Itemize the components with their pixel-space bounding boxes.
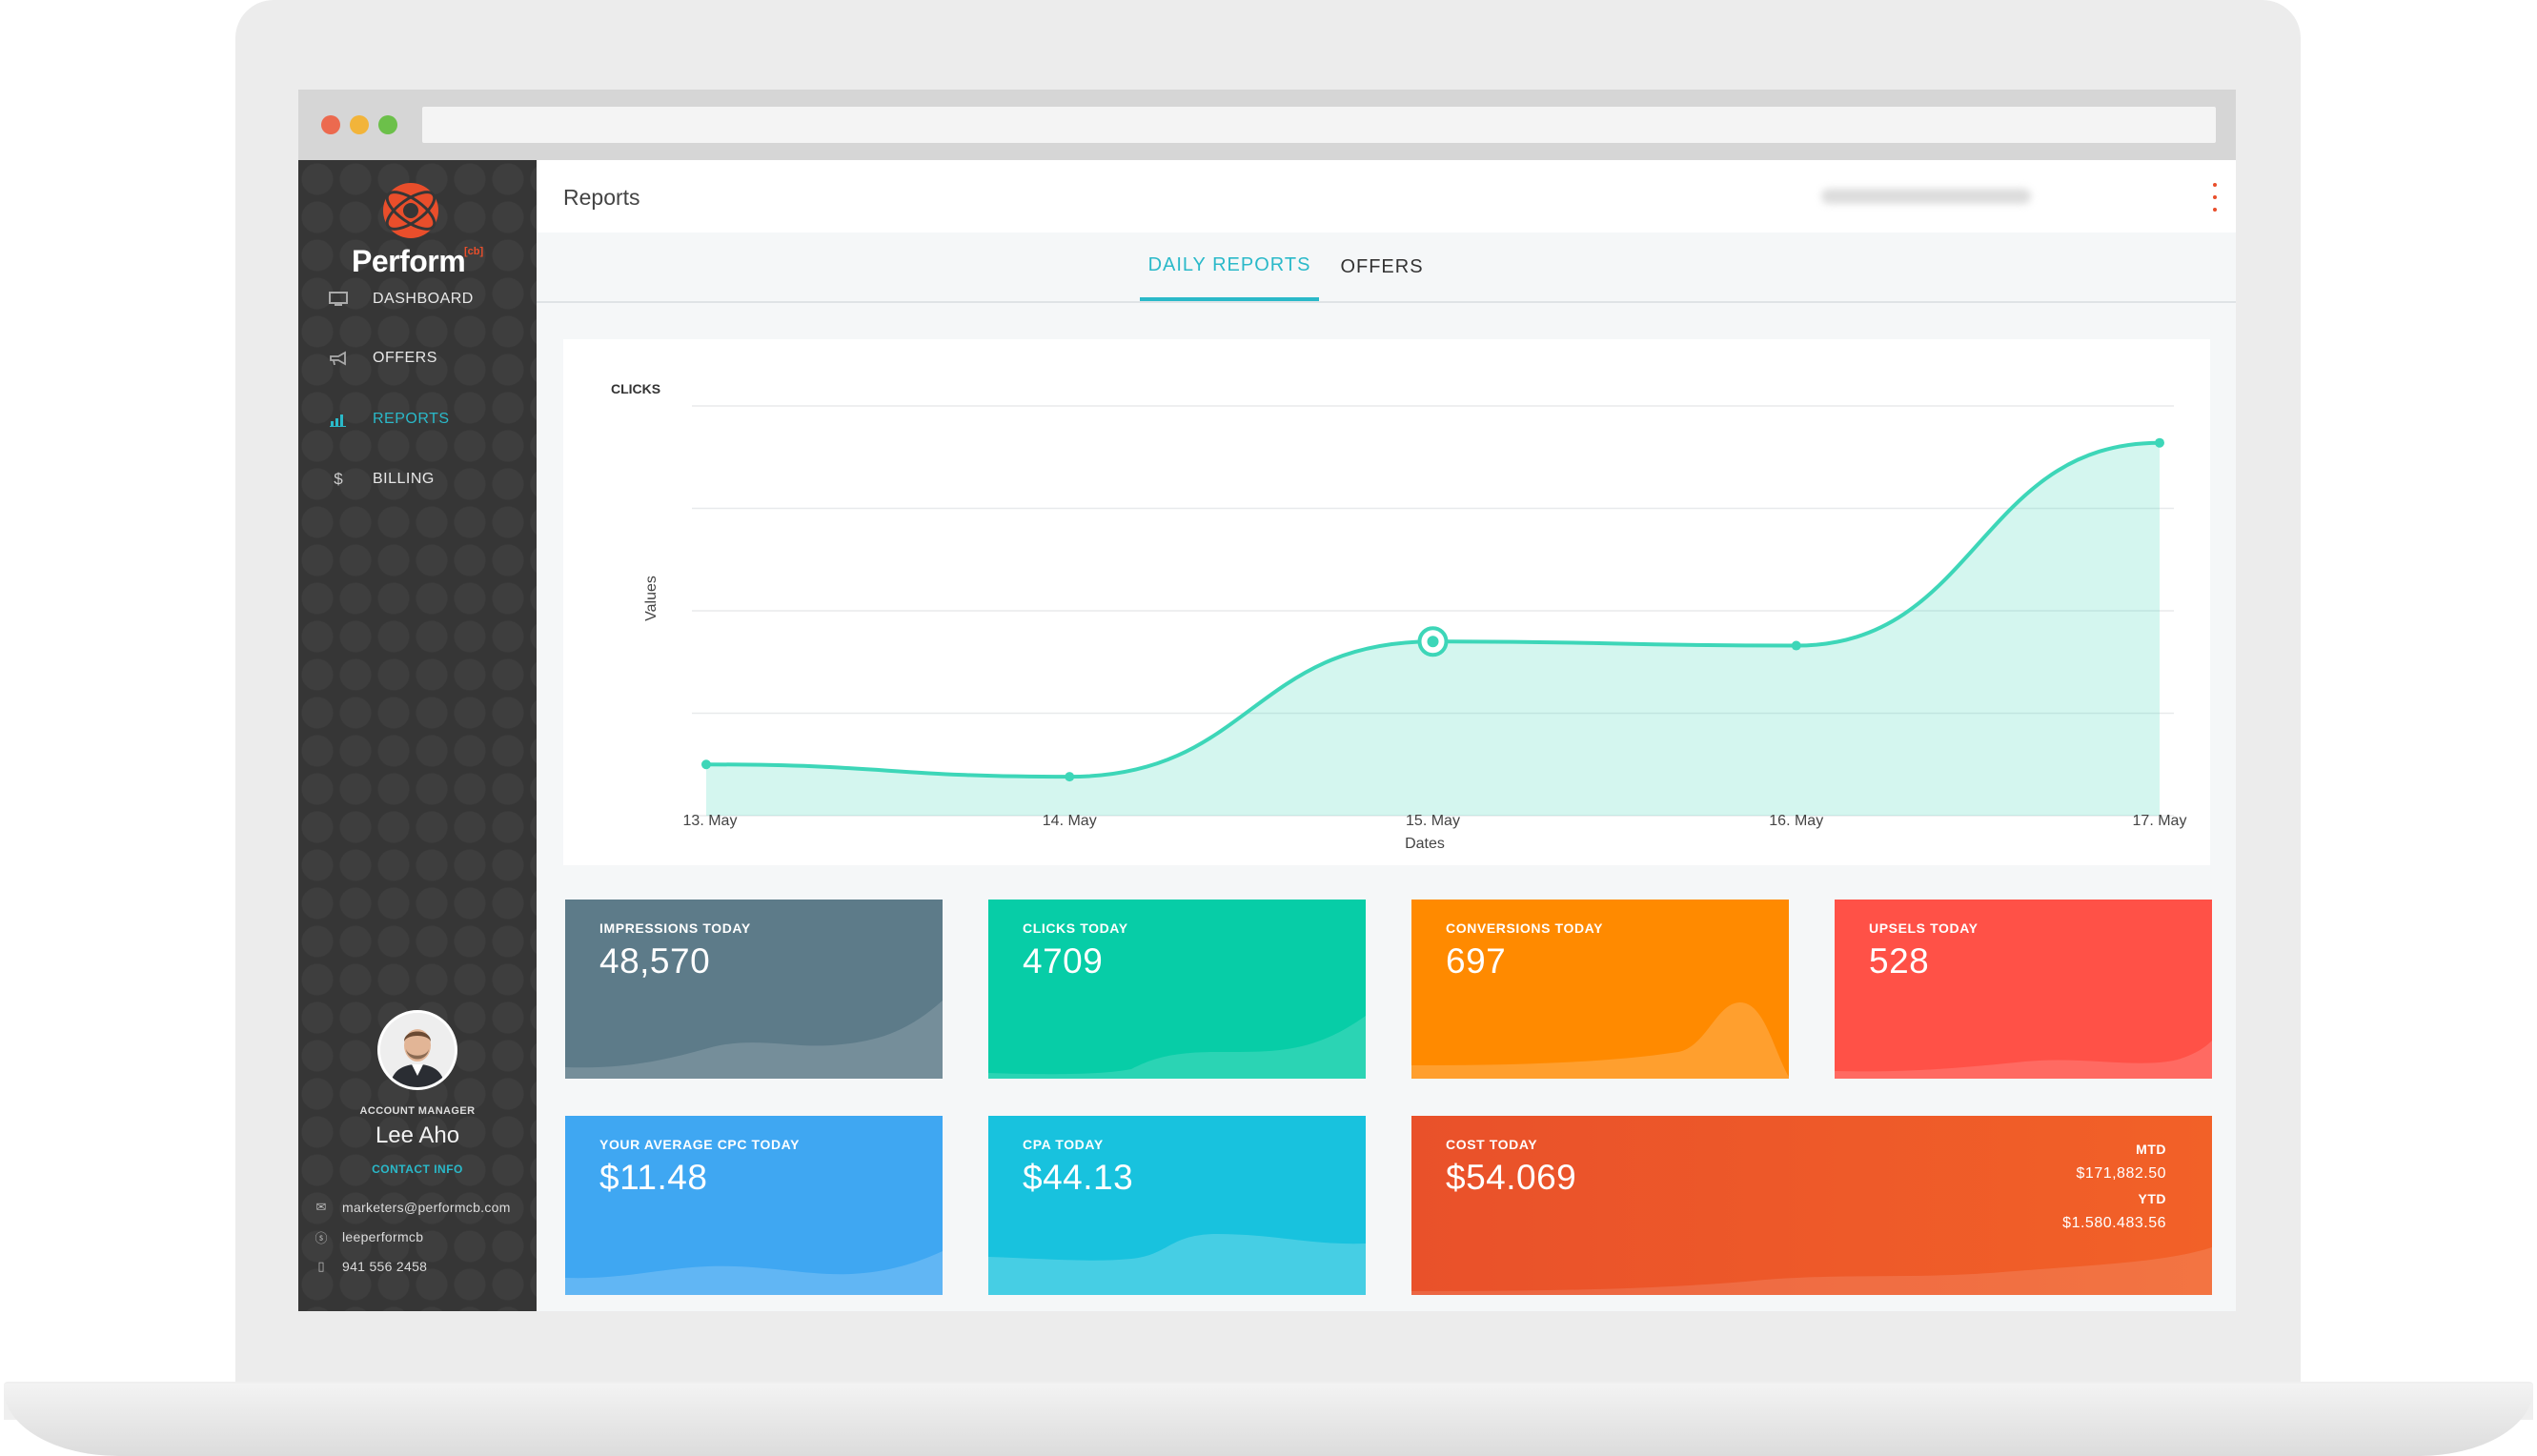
tab-offers[interactable]: OFFERS: [1340, 255, 1424, 277]
cost-period-totals: MTD $171,882.50 YTD $1.580.483.56: [2062, 1137, 2166, 1236]
skype-icon: ⓢ: [315, 1230, 328, 1245]
sidebar-item-billing[interactable]: $ BILLING: [327, 465, 435, 494]
browser-window: Perform [cb] DASHBOARD OFFERS REPORTS $ …: [298, 90, 2236, 1311]
perform-logo-icon[interactable]: [381, 181, 440, 240]
avg-cpc-today-card[interactable]: YOUR AVERAGE CPC TODAY $11.48: [565, 1116, 943, 1295]
conversions-value: 697: [1446, 941, 1507, 981]
sidebar-item-label: BILLING: [373, 471, 435, 487]
upsels-value: 528: [1869, 941, 1930, 981]
conversions-label: CONVERSIONS TODAY: [1446, 920, 1604, 936]
impressions-sparkline: [565, 1001, 943, 1079]
sidebar-item-offers[interactable]: OFFERS: [327, 344, 437, 373]
avg-cpc-sparkline: [565, 1251, 943, 1295]
sidebar-item-reports[interactable]: REPORTS: [327, 405, 450, 434]
contact-email[interactable]: ✉ marketers@performcb.com: [314, 1197, 511, 1218]
monitor-icon: [327, 290, 350, 309]
chart-x-tick-label: 17. May: [2133, 813, 2187, 829]
laptop-base: [4, 1384, 2533, 1456]
mtd-value: $171,882.50: [2076, 1165, 2166, 1182]
bar-chart-icon: [327, 410, 350, 429]
browser-titlebar: [298, 90, 2236, 160]
conversions-today-card[interactable]: CONVERSIONS TODAY 697: [1411, 900, 1789, 1079]
sidebar-item-dashboard[interactable]: DASHBOARD: [327, 285, 474, 313]
maximize-window-button[interactable]: [378, 115, 397, 134]
contact-skype[interactable]: ⓢ leeperformcb: [314, 1226, 423, 1247]
dollar-icon: $: [334, 470, 343, 488]
contact-phone-text: 941 556 2458: [342, 1259, 428, 1274]
clicks-sparkline: [988, 1016, 1366, 1079]
megaphone-icon: [327, 349, 350, 368]
mtd-label: MTD: [2136, 1142, 2166, 1157]
chart-gridlines: [692, 405, 2174, 817]
cost-value: $54.069: [1446, 1158, 1577, 1197]
account-manager-name: Lee Aho: [375, 1122, 460, 1148]
avatar[interactable]: [377, 1010, 457, 1090]
phone-icon: ▯: [317, 1259, 325, 1273]
logo-wordmark: Perform: [352, 244, 466, 278]
impressions-today-card[interactable]: IMPRESSIONS TODAY 48,570: [565, 900, 943, 1079]
avg-cpc-value: $11.48: [599, 1158, 708, 1197]
impressions-value: 48,570: [599, 941, 711, 981]
impressions-label: IMPRESSIONS TODAY: [599, 920, 751, 936]
chart-x-axis-label: Dates: [1405, 836, 1445, 852]
tab-bar: DAILY REPORTS OFFERS: [537, 233, 2236, 303]
sidebar-item-label: OFFERS: [373, 350, 437, 366]
chart-x-tick-label: 16. May: [1769, 813, 1823, 829]
contact-email-text: marketers@performcb.com: [342, 1200, 511, 1215]
cost-today-card[interactable]: COST TODAY $54.069 MTD $171,882.50 YTD $…: [1411, 1116, 2212, 1295]
upsels-sparkline: [1835, 1041, 2212, 1079]
close-window-button[interactable]: [321, 115, 340, 134]
account-manager-label: ACCOUNT MANAGER: [359, 1105, 476, 1117]
sidebar-item-label: REPORTS: [373, 411, 450, 427]
chart-x-tick-label: 13. May: [683, 813, 738, 829]
cost-label: COST TODAY: [1446, 1137, 1538, 1152]
chart-area-fill: [706, 442, 2160, 816]
cpa-today-card[interactable]: CPA TODAY $44.13: [988, 1116, 1366, 1295]
chart-y-axis-label: Values: [643, 576, 660, 621]
clicks-value: 4709: [1023, 941, 1104, 981]
logo-superscript: [cb]: [464, 246, 484, 257]
top-header: Reports: [537, 160, 2236, 233]
upsels-label: UPSELS TODAY: [1869, 920, 1979, 936]
ytd-value: $1.580.483.56: [2062, 1215, 2166, 1231]
chart-x-tick-label: 14. May: [1043, 813, 1097, 829]
clicks-chart[interactable]: 13. May 14. May 15. May 16. May 17. May CLIC…: [563, 339, 2210, 865]
avg-cpc-label: YOUR AVERAGE CPC TODAY: [599, 1137, 801, 1152]
chart-x-tick-label: 15. May: [1406, 813, 1460, 829]
minimize-window-button[interactable]: [350, 115, 369, 134]
sidebar: Perform [cb] DASHBOARD OFFERS REPORTS $ …: [298, 160, 537, 1311]
cpa-sparkline: [988, 1234, 1366, 1295]
chart-title: CLICKS: [611, 381, 660, 396]
sidebar-item-label: DASHBOARD: [373, 291, 474, 307]
cpa-value: $44.13: [1023, 1158, 1134, 1197]
address-bar[interactable]: [422, 107, 2216, 143]
chart-point[interactable]: [1065, 772, 1075, 782]
chart-point[interactable]: [2155, 437, 2164, 448]
clicks-chart-card: 13. May 14. May 15. May 16. May 17. May CLIC…: [563, 339, 2210, 865]
mail-icon: ✉: [315, 1200, 327, 1214]
contact-phone[interactable]: ▯ 941 556 2458: [314, 1256, 427, 1277]
upsels-today-card[interactable]: UPSELS TODAY 528: [1835, 900, 2212, 1079]
cpa-label: CPA TODAY: [1023, 1137, 1104, 1152]
user-info-blurred[interactable]: [1821, 189, 2031, 204]
ytd-label: YTD: [2138, 1191, 2166, 1206]
chart-point[interactable]: [701, 759, 711, 770]
chart-point[interactable]: [1791, 640, 1801, 651]
tab-daily-reports[interactable]: DAILY REPORTS: [1140, 233, 1319, 301]
clicks-today-card[interactable]: CLICKS TODAY 4709: [988, 900, 1366, 1079]
cost-sparkline: [1411, 1247, 2212, 1295]
more-options-icon[interactable]: [2210, 183, 2220, 212]
clicks-label: CLICKS TODAY: [1023, 920, 1128, 936]
page-title: Reports: [563, 185, 640, 210]
conversions-sparkline: [1411, 1002, 1789, 1079]
contact-info-link[interactable]: CONTACT INFO: [372, 1163, 463, 1176]
contact-skype-text: leeperformcb: [342, 1229, 424, 1244]
chart-point[interactable]: [1427, 636, 1439, 648]
